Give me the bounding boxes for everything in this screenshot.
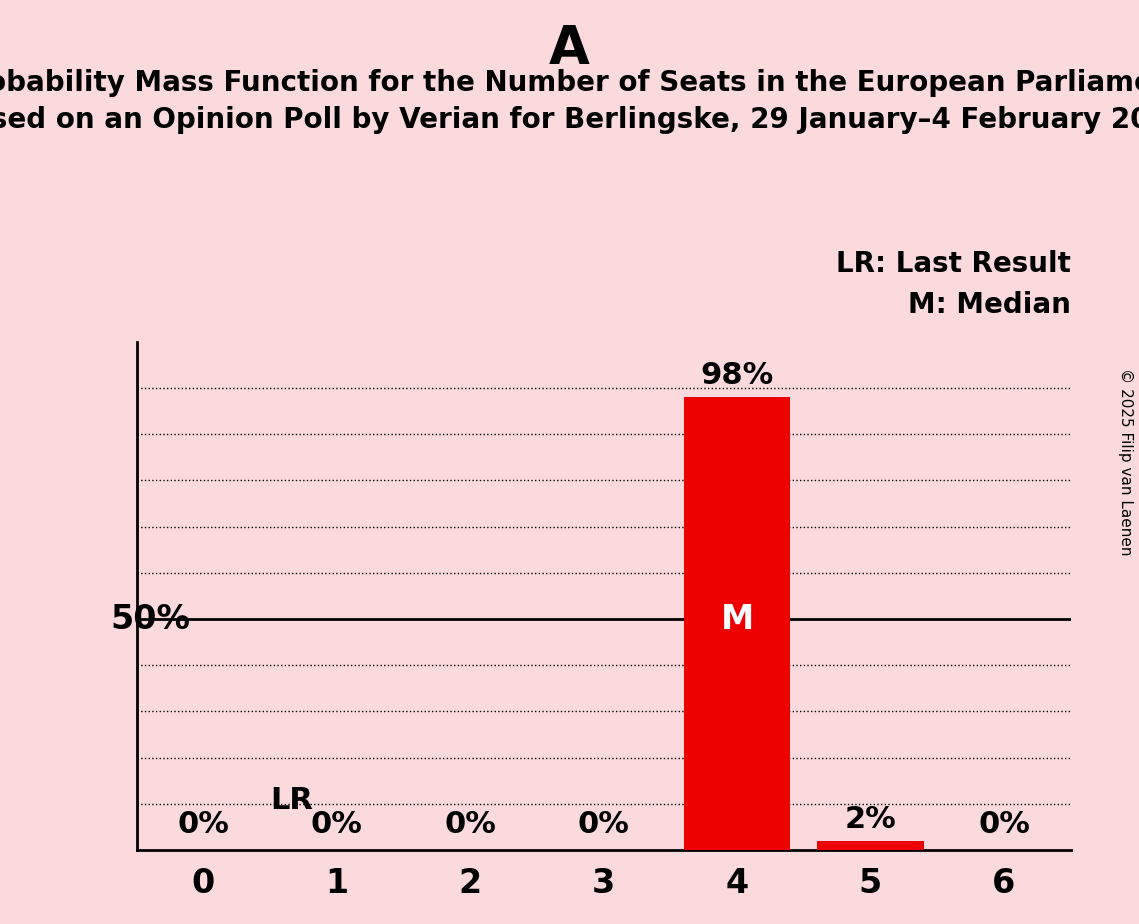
Text: 0%: 0% bbox=[444, 809, 497, 839]
Text: © 2025 Filip van Laenen: © 2025 Filip van Laenen bbox=[1118, 369, 1133, 555]
Text: 50%: 50% bbox=[110, 602, 190, 636]
Text: LR: Last Result: LR: Last Result bbox=[836, 250, 1071, 278]
Text: 2%: 2% bbox=[845, 805, 896, 833]
Text: M: M bbox=[721, 602, 754, 636]
Text: LR: LR bbox=[270, 786, 313, 816]
Bar bbox=[817, 841, 924, 850]
Bar bbox=[683, 397, 790, 850]
Text: 0%: 0% bbox=[577, 809, 630, 839]
Text: 98%: 98% bbox=[700, 361, 773, 390]
Text: Based on an Opinion Poll by Verian for Berlingske, 29 January–4 February 2025: Based on an Opinion Poll by Verian for B… bbox=[0, 106, 1139, 134]
Text: 0%: 0% bbox=[311, 809, 362, 839]
Text: 0%: 0% bbox=[178, 809, 229, 839]
Text: M: Median: M: Median bbox=[908, 291, 1071, 319]
Text: A: A bbox=[549, 23, 590, 75]
Text: 0%: 0% bbox=[978, 809, 1030, 839]
Text: Probability Mass Function for the Number of Seats in the European Parliament: Probability Mass Function for the Number… bbox=[0, 69, 1139, 97]
